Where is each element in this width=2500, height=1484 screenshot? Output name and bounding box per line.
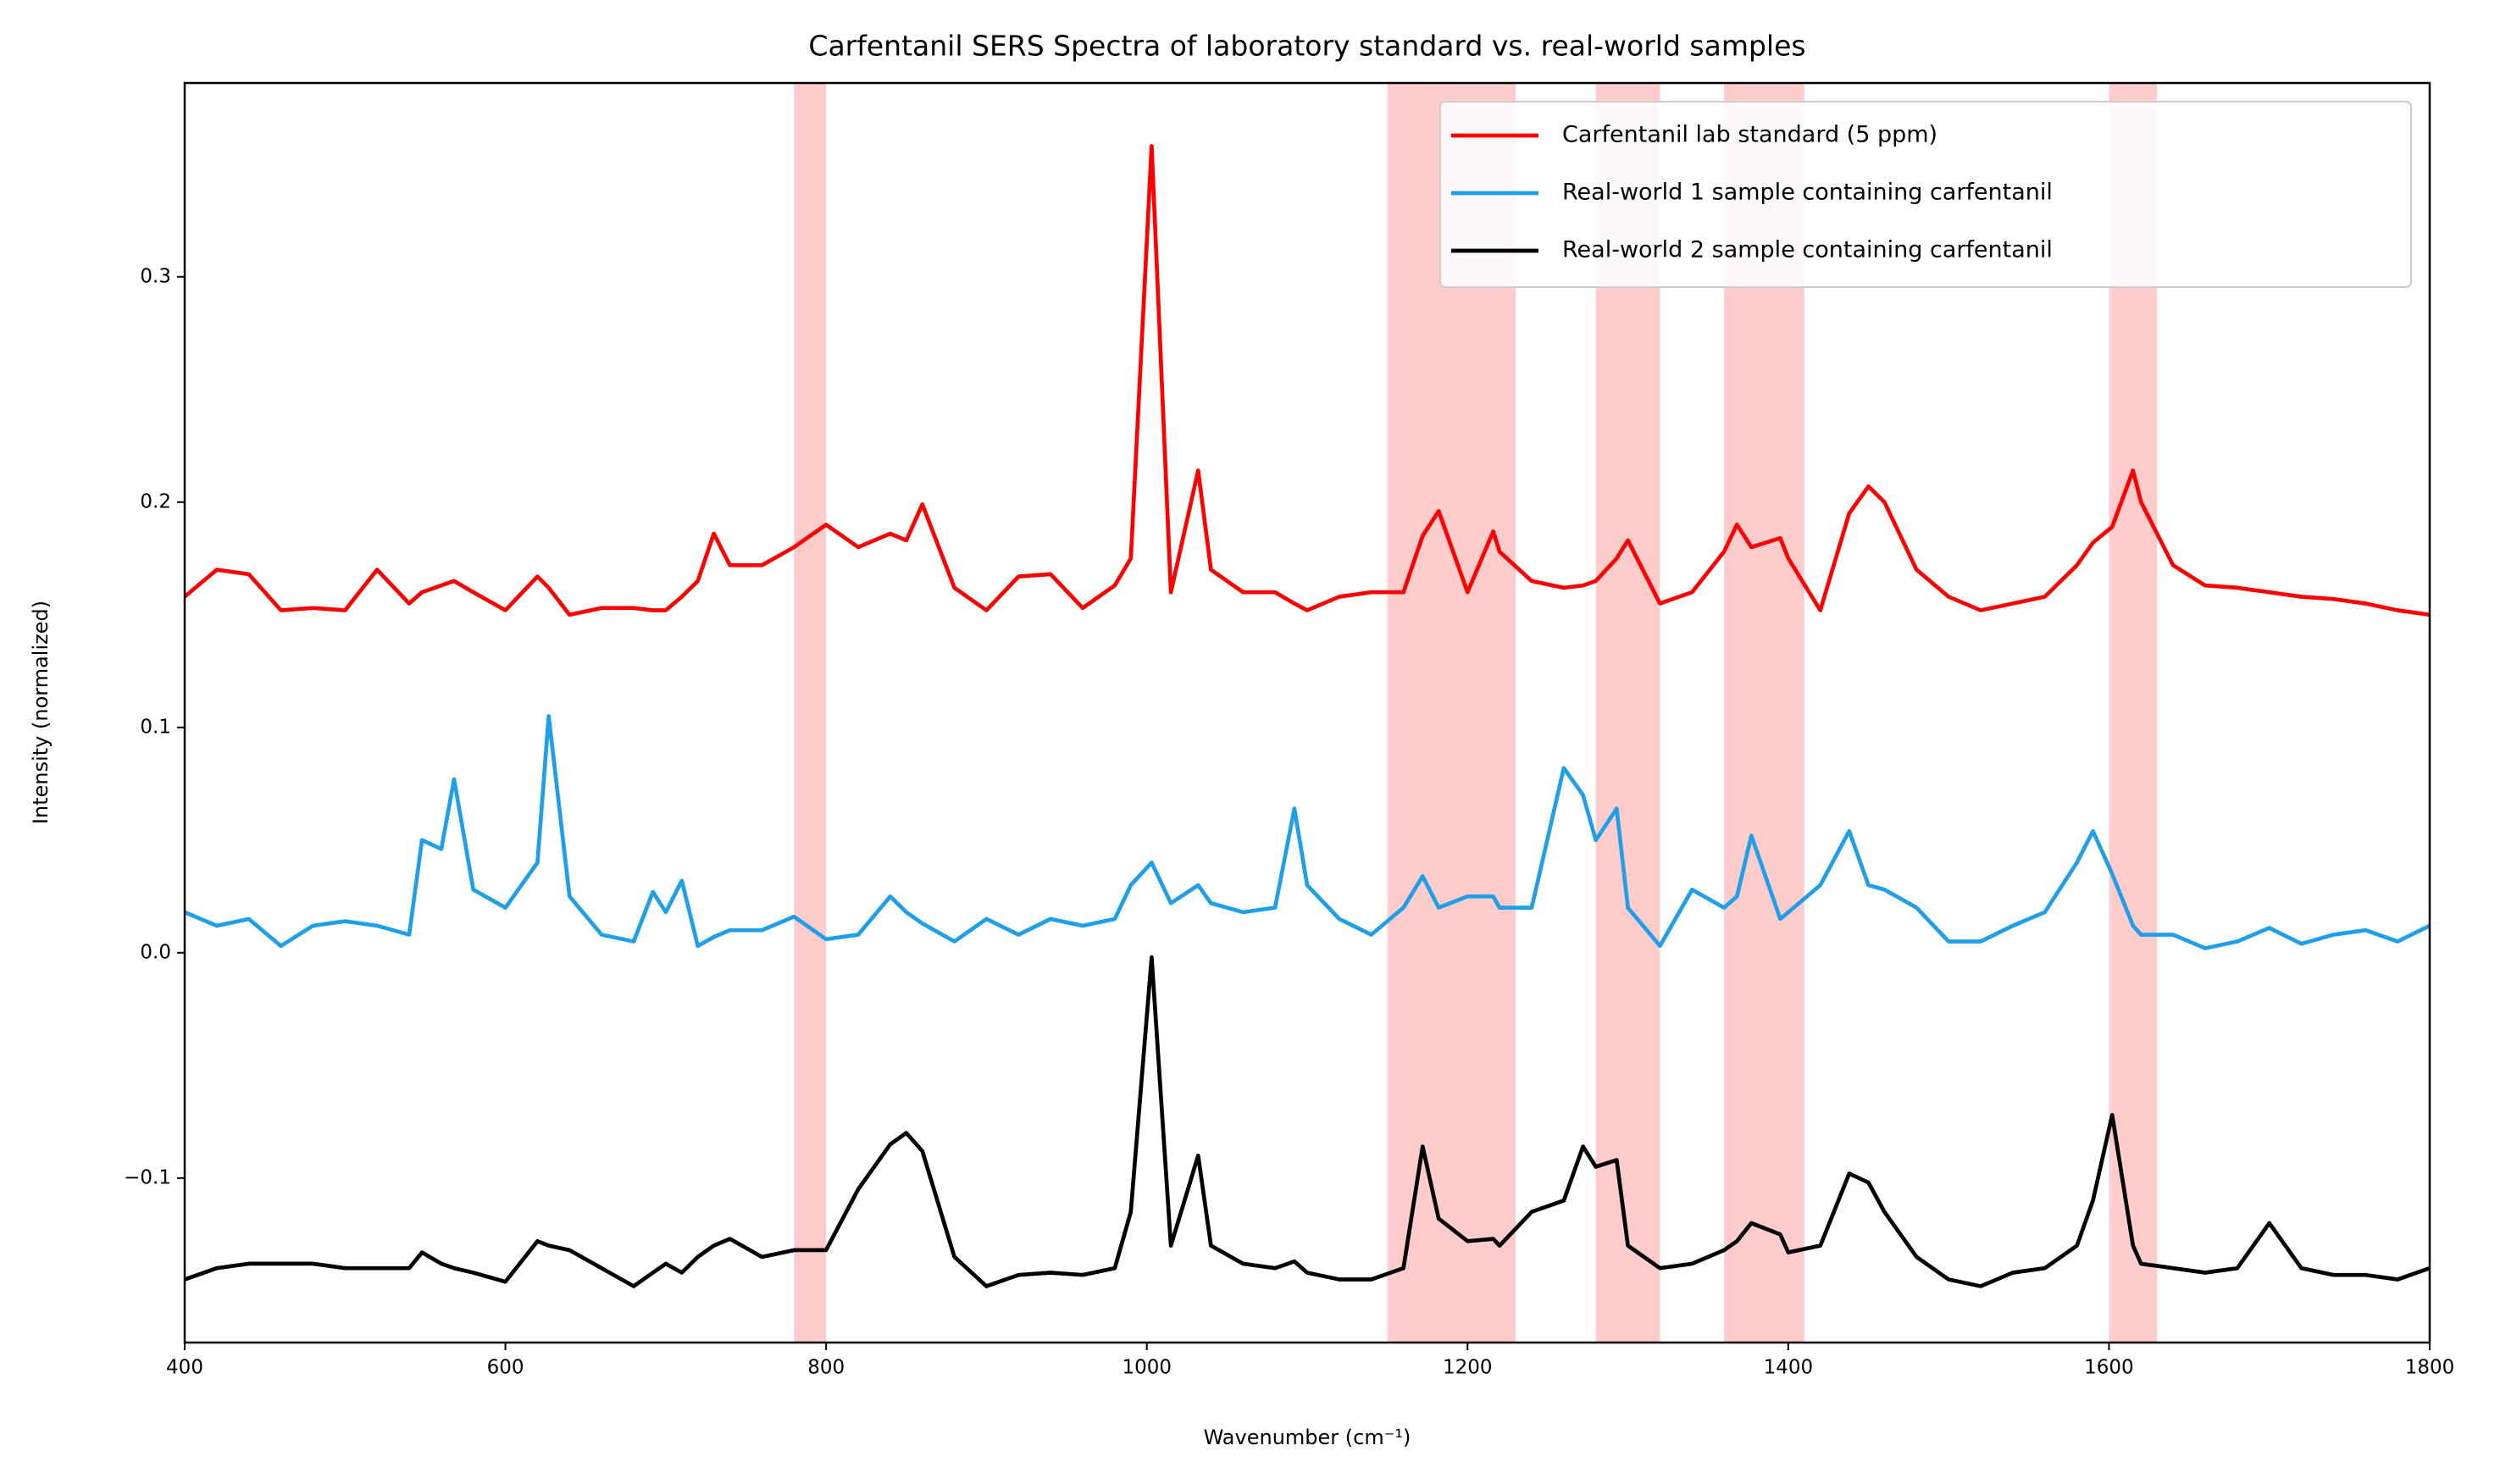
x-tick-label: 600 — [487, 1357, 524, 1379]
series-line — [184, 714, 2431, 950]
x-tick-label: 1600 — [2084, 1357, 2134, 1379]
chart-title: Carfentanil SERS Spectra of laboratory s… — [808, 30, 1805, 63]
y-tick-label: 0.1 — [140, 716, 171, 738]
x-tick-label: 1000 — [1122, 1357, 1172, 1379]
highlight-band — [1387, 83, 1516, 1343]
y-tick-label: −0.1 — [124, 1166, 171, 1188]
highlight-band — [1724, 83, 1804, 1343]
x-tick-label: 1400 — [1764, 1357, 1814, 1379]
highlight-band — [794, 83, 827, 1343]
x-tick-label: 1800 — [2405, 1357, 2455, 1379]
x-axis-label: Wavenumber (cm⁻¹) — [1204, 1426, 1411, 1449]
series-line — [183, 144, 2431, 617]
x-tick-label: 1200 — [1443, 1357, 1493, 1379]
y-tick-label: 0.2 — [140, 490, 171, 512]
x-tick-label: 800 — [807, 1357, 845, 1379]
axes-frame — [183, 81, 2431, 1344]
y-axis-label: Intensity (normalized) — [29, 601, 53, 824]
legend-box — [1439, 101, 2412, 288]
series-line — [184, 955, 2431, 1288]
x-tick-label: 400 — [166, 1357, 203, 1379]
plot-area — [183, 83, 2431, 1343]
y-tick-label: 0.3 — [140, 265, 171, 287]
highlight-band — [1595, 83, 1660, 1343]
legend-label: Carfentanil lab standard (5 ppm) — [1562, 122, 1937, 148]
legend-label: Real-world 1 sample containing carfentan… — [1562, 180, 2053, 206]
legend-label: Real-world 2 sample containing carfentan… — [1562, 237, 2053, 263]
y-tick-label: 0.0 — [140, 941, 171, 963]
